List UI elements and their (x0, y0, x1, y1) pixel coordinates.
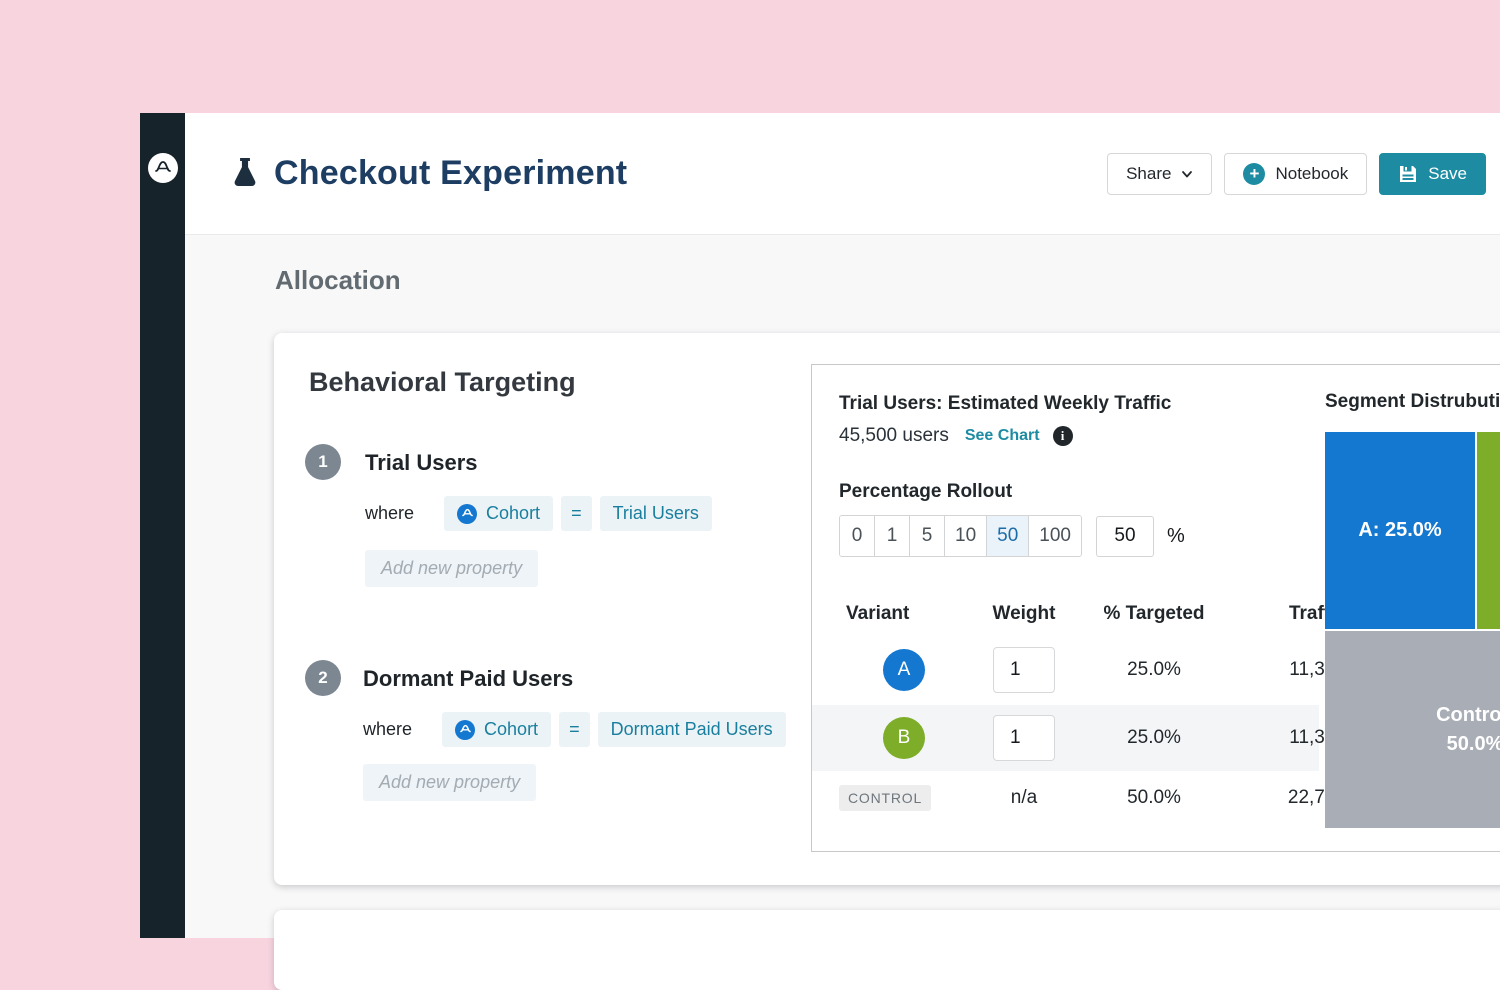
chart-segment-a: A: 25.0% (1325, 432, 1475, 629)
variant-b-targeted: 25.0% (1127, 727, 1181, 748)
weekly-users-count: 45,500 users (839, 425, 949, 446)
traffic-panel: Trial Users: Estimated Weekly Traffic 45… (811, 364, 1500, 852)
rollout-controls: 0 1 5 10 50 100 % (839, 515, 1185, 557)
table-row-control: CONTROL n/a 50.0% 22,750 (812, 771, 1346, 825)
variant-table-header: Variant Weight % Targeted Traffic (812, 593, 1346, 635)
control-targeted: 50.0% (1127, 787, 1181, 808)
control-badge: CONTROL (839, 785, 932, 811)
rollout-preset-5[interactable]: 5 (910, 516, 945, 556)
segment-2-where-row: where Cohort = Dormant Paid Users (363, 712, 786, 747)
variant-a-targeted: 25.0% (1127, 659, 1181, 680)
chart-segment-control-label: Control: 50.0% (1436, 703, 1500, 755)
table-row-variant-a: A 25.0% 11,375 (812, 635, 1346, 705)
traffic-panel-title: Trial Users: Estimated Weekly Traffic (839, 393, 1172, 414)
rollout-preset-100[interactable]: 100 (1029, 516, 1081, 556)
control-weight: n/a (1010, 787, 1038, 808)
where-label: where (365, 503, 415, 523)
segment-1-where-row: where Cohort = Trial Users (365, 496, 712, 531)
percent-sign: % (1166, 524, 1185, 547)
topbar-actions: Share + Notebook (1107, 152, 1486, 195)
segment-distribution-title: Segment Distrubution by (1325, 391, 1500, 412)
save-button-label: Save (1428, 163, 1467, 183)
notebook-button[interactable]: + Notebook (1224, 152, 1368, 195)
rollout-preset-1[interactable]: 1 (875, 516, 910, 556)
variant-table: Variant Weight % Targeted Traffic A 25.0… (812, 593, 1346, 825)
segment-1-add-property[interactable]: Add new property (365, 550, 539, 587)
variant-a-weight-input[interactable] (993, 647, 1055, 693)
notebook-button-label: Notebook (1275, 163, 1349, 183)
amplitude-waveform-icon (155, 161, 171, 172)
segment-2-add-property[interactable]: Add new property (363, 764, 537, 801)
info-icon[interactable]: i (1052, 426, 1073, 446)
experiment-title-group: Checkout Experiment (230, 154, 627, 193)
save-button[interactable]: Save (1379, 152, 1486, 195)
table-row-variant-b: B 25.0% 11,375 (812, 705, 1346, 771)
chart-segment-control: Control: 50.0% (1325, 631, 1500, 828)
where-label: where (363, 719, 413, 739)
percentage-rollout-title: Percentage Rollout (839, 481, 1013, 502)
rollout-preset-group: 0 1 5 10 50 100 (839, 515, 1082, 557)
app-window: Checkout Experiment Share + Notebook (140, 113, 1500, 990)
chevron-down-icon (1182, 170, 1193, 177)
header-variant: Variant (846, 603, 910, 624)
segment-2-name: Dormant Paid Users (363, 666, 574, 691)
amplitude-logo[interactable] (148, 153, 178, 183)
segment-1-name: Trial Users (365, 450, 478, 475)
segment-1-value-chip[interactable]: Trial Users (599, 496, 712, 531)
variant-b-weight-input[interactable] (993, 715, 1055, 761)
top-bar: Checkout Experiment Share + Notebook (185, 113, 1500, 235)
behavioral-targeting-title: Behavioral Targeting (309, 367, 576, 397)
header-weight: Weight (992, 603, 1056, 624)
segment-distribution-chart: A: 25.0% B: 25.0% Control: 50.0% (1325, 432, 1500, 828)
chart-segment-b: B: 25.0% (1477, 432, 1500, 629)
step-1-badge: 1 (305, 444, 341, 480)
rollout-preset-50-selected[interactable]: 50 (987, 516, 1030, 556)
allocation-card: Behavioral Targeting 1 Trial Users where… (274, 333, 1500, 885)
step-2-badge: 2 (305, 660, 341, 696)
segment-2-value-chip[interactable]: Dormant Paid Users (597, 712, 786, 747)
cohort-icon (455, 719, 476, 740)
segment-2-property-chip[interactable]: Cohort (442, 712, 552, 747)
save-floppy-icon (1400, 165, 1417, 182)
segment-1-property-chip[interactable]: Cohort (444, 496, 554, 531)
plus-circle-icon: + (1243, 162, 1266, 185)
rollout-preset-0[interactable]: 0 (840, 516, 875, 556)
page-title: Checkout Experiment (274, 154, 628, 192)
flask-icon (234, 157, 256, 186)
share-button-label: Share (1126, 163, 1172, 183)
segment-1-operator-chip[interactable]: = (561, 496, 592, 531)
rollout-percent-input[interactable] (1095, 515, 1154, 557)
rollout-preset-10[interactable]: 10 (945, 516, 988, 556)
main-content: Checkout Experiment Share + Notebook (185, 113, 1500, 990)
see-chart-link[interactable]: See Chart (964, 427, 1040, 444)
left-nav-rail (140, 113, 185, 938)
chart-segment-a-label: A: 25.0% (1358, 519, 1442, 541)
allocation-section-title: Allocation (275, 265, 401, 295)
next-section-card (274, 910, 1500, 990)
cohort-icon (457, 503, 478, 524)
segment-2-property-label: Cohort (484, 719, 539, 739)
share-button[interactable]: Share (1107, 152, 1213, 195)
segment-2-operator-chip[interactable]: = (559, 712, 590, 747)
header-targeted: % Targeted (1103, 603, 1205, 624)
variant-a-badge: A (883, 649, 925, 691)
segment-1-property-label: Cohort (486, 503, 541, 523)
variant-b-badge: B (883, 717, 925, 759)
traffic-users-row: 45,500 users See Chart i (839, 425, 1073, 447)
